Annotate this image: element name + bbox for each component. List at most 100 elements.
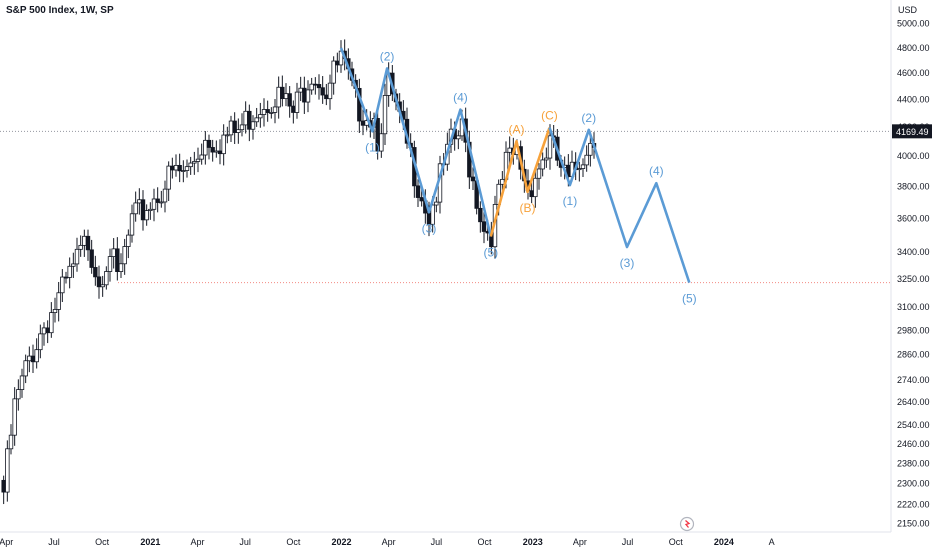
y-tick-label: 2980.00 <box>897 325 930 335</box>
candle <box>1 475 6 505</box>
candle <box>16 379 21 411</box>
wave-path-2 <box>489 127 551 237</box>
candle <box>107 248 113 282</box>
y-tick-label: 2300.00 <box>897 479 930 489</box>
y-tick-label: 3600.00 <box>897 213 930 223</box>
candle <box>63 271 69 284</box>
candle <box>221 124 226 166</box>
y-tick-label: 4800.00 <box>897 43 930 53</box>
candle <box>335 52 340 73</box>
candle <box>298 76 303 102</box>
wave-label: (2) <box>581 111 596 125</box>
candle <box>243 101 248 134</box>
wave-path-3 <box>548 127 691 284</box>
candle <box>210 139 215 162</box>
candle <box>133 191 138 222</box>
candle <box>111 238 116 269</box>
x-tick-label: Oct <box>95 537 110 547</box>
x-tick-label: Jul <box>48 537 60 547</box>
y-tick-label: 3400.00 <box>897 247 930 257</box>
candle <box>100 275 105 297</box>
x-tick-label: 2024 <box>714 537 734 547</box>
wave-paths-group <box>339 47 691 284</box>
candle <box>481 211 487 244</box>
candle <box>316 74 322 100</box>
y-tick-label: 2220.00 <box>897 500 930 510</box>
candle <box>313 77 318 95</box>
x-axis-ticks: Apr Jul Oct 2021 Apr Jul Oct 2022 Apr Jul Oct 2023 A… <box>0 537 775 547</box>
candle <box>580 158 586 178</box>
candle <box>71 252 76 278</box>
wave-label: (5) <box>483 246 498 260</box>
candle <box>258 102 263 128</box>
candle <box>74 237 80 272</box>
candle <box>104 266 109 290</box>
candle <box>82 229 87 257</box>
x-tick-label: A <box>769 537 775 547</box>
y-tick-label: 2740.00 <box>897 375 930 385</box>
candle <box>305 80 311 113</box>
candle <box>93 255 98 286</box>
candle <box>206 134 212 160</box>
candle <box>30 344 36 374</box>
wave-label: (4) <box>453 91 468 105</box>
candle <box>280 75 285 107</box>
candle <box>203 131 208 165</box>
candle <box>533 168 538 208</box>
candle <box>331 56 336 95</box>
currency-label: USD <box>898 5 918 15</box>
candle <box>544 147 549 168</box>
wave-label: (1) <box>365 140 380 154</box>
x-tick-label: Jul <box>431 537 443 547</box>
candle <box>140 190 146 231</box>
candle <box>12 387 17 446</box>
candles-group <box>1 39 597 505</box>
x-tick-label: Oct <box>478 537 493 547</box>
candle <box>5 440 10 502</box>
candle <box>118 253 124 278</box>
candle <box>199 143 204 165</box>
y-tick-label: 2640.00 <box>897 397 930 407</box>
candle <box>38 324 43 359</box>
candle <box>261 98 267 127</box>
candle <box>302 76 307 114</box>
x-tick-label: Jul <box>239 537 251 547</box>
candle <box>327 74 333 110</box>
candle <box>338 40 344 73</box>
x-tick-label: Oct <box>669 537 684 547</box>
candle <box>254 107 259 127</box>
last-price-tag: 4169.49 <box>892 124 932 139</box>
wave-label: (1) <box>563 194 578 208</box>
y-tick-label: 3100.00 <box>897 302 930 312</box>
y-tick-label: 4600.00 <box>897 68 930 78</box>
candle <box>228 115 234 143</box>
x-tick-label: Jul <box>622 537 634 547</box>
candle <box>45 320 50 344</box>
x-tick-label: Apr <box>190 537 204 547</box>
y-tick-label: 2460.00 <box>897 439 930 449</box>
y-tick-label: 2150.00 <box>897 519 930 529</box>
y-tick-label: 4000.00 <box>897 151 930 161</box>
y-axis-ticks: 5000.004800.004600.004400.004200.004000.… <box>897 19 930 529</box>
candle <box>27 346 32 373</box>
candle <box>23 354 28 384</box>
candle <box>269 107 274 119</box>
candle <box>144 204 149 226</box>
candle <box>155 187 160 213</box>
replay-icon[interactable] <box>679 516 695 532</box>
candle <box>382 83 388 146</box>
candle <box>272 98 278 124</box>
candle <box>188 156 193 175</box>
candle <box>217 139 223 165</box>
candle <box>166 161 171 202</box>
x-tick-label: Apr <box>573 537 587 547</box>
x-tick-label: Apr <box>382 537 396 547</box>
candle <box>577 161 582 182</box>
y-tick-label: 4400.00 <box>897 94 930 104</box>
candle <box>294 82 300 119</box>
last-price-tag-bg <box>892 124 932 139</box>
candle <box>173 154 179 177</box>
wave-labels-group: (1) (2) (3) (4) (5) (A) (B) (C) (1) (2) (3) (4) (5) <box>365 49 697 305</box>
